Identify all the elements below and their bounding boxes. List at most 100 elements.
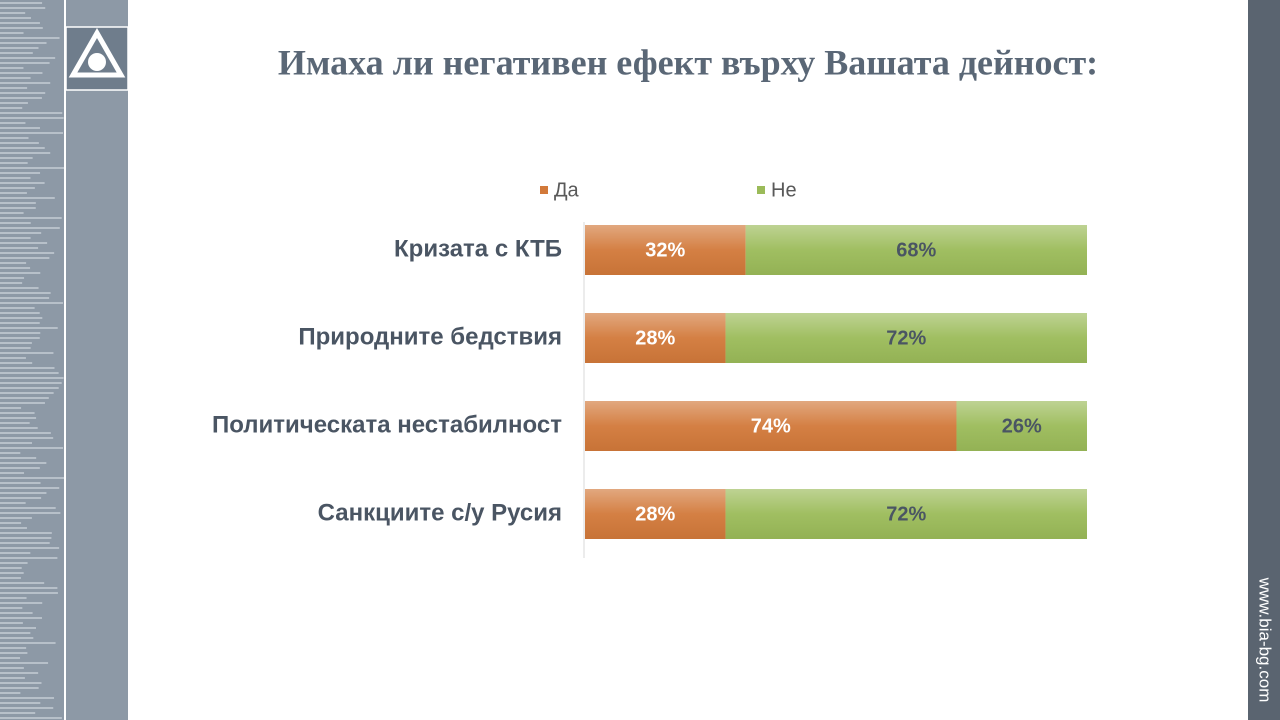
stripe bbox=[0, 612, 33, 614]
stripe bbox=[0, 32, 24, 34]
stripe bbox=[0, 532, 52, 534]
category-label: Политическата нестабилност bbox=[212, 411, 562, 438]
stripe bbox=[0, 657, 21, 659]
stripe bbox=[0, 107, 23, 109]
stripe bbox=[0, 42, 47, 44]
stripe bbox=[0, 697, 55, 699]
stripe bbox=[0, 622, 23, 624]
stripe bbox=[0, 437, 54, 439]
stripe bbox=[0, 72, 43, 74]
stripe bbox=[0, 587, 58, 589]
stripe bbox=[0, 237, 31, 239]
bar-shine bbox=[725, 489, 1087, 539]
stripe bbox=[0, 557, 58, 559]
stripe bbox=[0, 162, 28, 164]
value-label: 74% bbox=[751, 415, 791, 437]
bar-shine bbox=[745, 225, 1087, 275]
stripe bbox=[0, 527, 27, 529]
stripe bbox=[0, 477, 65, 479]
stripe bbox=[0, 702, 41, 704]
stripe bbox=[0, 57, 56, 59]
website: www.bia-bg.com bbox=[1256, 577, 1275, 703]
stripe bbox=[0, 307, 35, 309]
stripe bbox=[0, 677, 25, 679]
stripe bbox=[0, 142, 39, 144]
stripe bbox=[0, 67, 24, 69]
stripe bbox=[0, 517, 32, 519]
stripe bbox=[0, 7, 46, 9]
decoration bbox=[0, 2, 65, 719]
stripe bbox=[0, 257, 50, 259]
stripe bbox=[0, 282, 23, 284]
value-label: 28% bbox=[635, 503, 675, 525]
stripe bbox=[0, 452, 21, 454]
stripe bbox=[0, 52, 33, 54]
stripe bbox=[0, 342, 32, 344]
stripe bbox=[0, 112, 63, 114]
stripe bbox=[0, 522, 22, 524]
bar-shine bbox=[585, 489, 726, 539]
stripe bbox=[0, 687, 39, 689]
stripe bbox=[0, 482, 41, 484]
stripe bbox=[0, 542, 50, 544]
stripe bbox=[0, 187, 35, 189]
stripe bbox=[0, 572, 24, 574]
stripe bbox=[0, 357, 26, 359]
stripe bbox=[0, 192, 27, 194]
stripe bbox=[0, 92, 46, 94]
stripe bbox=[0, 562, 28, 564]
stripe bbox=[0, 127, 40, 129]
stripe bbox=[0, 97, 42, 99]
stripe bbox=[0, 377, 64, 379]
legend-marker bbox=[757, 186, 765, 194]
stripe bbox=[0, 277, 25, 279]
stripe bbox=[0, 682, 42, 684]
stripe bbox=[0, 397, 49, 399]
stripe bbox=[0, 17, 31, 19]
stripe bbox=[0, 82, 51, 84]
stripe bbox=[0, 167, 65, 169]
category-label: Санкциите с/у Русия bbox=[318, 499, 562, 526]
stripe bbox=[0, 442, 33, 444]
stripe bbox=[0, 447, 64, 449]
stripe bbox=[0, 387, 59, 389]
stripe bbox=[0, 222, 31, 224]
stripe bbox=[0, 252, 55, 254]
stripe bbox=[0, 177, 31, 179]
stripe bbox=[0, 317, 43, 319]
bar-shine bbox=[956, 401, 1087, 451]
value-label: 32% bbox=[645, 239, 685, 261]
legend-label: Да bbox=[554, 179, 580, 201]
stripe bbox=[0, 672, 39, 674]
stripe bbox=[0, 472, 25, 474]
stripe bbox=[0, 362, 33, 364]
stripe bbox=[0, 122, 26, 124]
stripe bbox=[0, 87, 28, 89]
stripe bbox=[0, 152, 51, 154]
stripe bbox=[0, 582, 45, 584]
stripe bbox=[0, 347, 31, 349]
stripe bbox=[0, 147, 45, 149]
stripe bbox=[0, 22, 40, 24]
stripe bbox=[0, 367, 55, 369]
stripe bbox=[0, 487, 60, 489]
stripe bbox=[0, 312, 40, 314]
stripe bbox=[0, 207, 36, 209]
stripe bbox=[0, 212, 24, 214]
right-strip bbox=[1248, 0, 1280, 720]
stripe bbox=[0, 197, 55, 199]
stripe bbox=[0, 652, 28, 654]
stripe bbox=[0, 432, 51, 434]
value-label: 72% bbox=[886, 503, 926, 525]
stripe bbox=[0, 547, 60, 549]
stripe bbox=[0, 337, 40, 339]
stripe bbox=[0, 227, 60, 229]
stripe bbox=[0, 382, 62, 384]
stripe bbox=[0, 467, 40, 469]
stripe bbox=[0, 327, 58, 329]
chart-title: Имаха ли негативен ефект върху Вашата де… bbox=[278, 42, 1098, 82]
stripe bbox=[0, 157, 33, 159]
stripe bbox=[0, 637, 34, 639]
